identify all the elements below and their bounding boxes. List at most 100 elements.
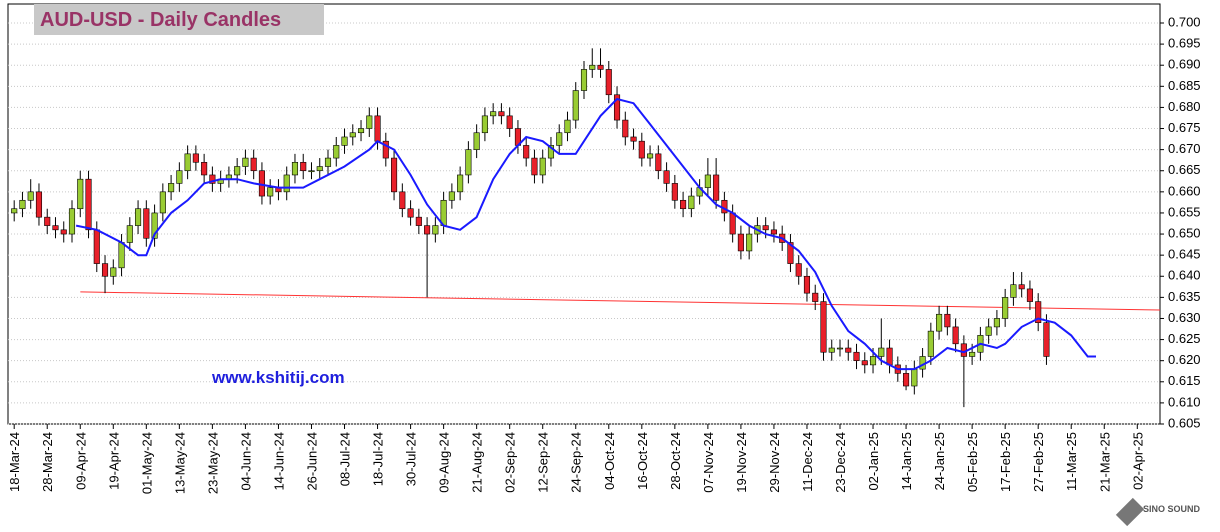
candle-body xyxy=(903,373,910,387)
moving-average-line xyxy=(75,97,1096,371)
candle-body xyxy=(770,229,777,235)
candle-body xyxy=(159,191,166,214)
y-tick-label: 0.695 xyxy=(1168,36,1201,51)
candle-body xyxy=(861,360,868,366)
candle-body xyxy=(135,208,142,226)
candle-body xyxy=(713,174,720,201)
x-tick-label: 26-Jun-24 xyxy=(304,432,319,491)
x-tick-label: 11-Dec-24 xyxy=(800,432,815,492)
candle-body xyxy=(1002,297,1009,319)
candle-body xyxy=(564,119,571,134)
candle-body xyxy=(680,199,687,210)
x-tick-label: 28-Oct-24 xyxy=(668,432,683,490)
candle-body xyxy=(44,216,51,226)
candle-body xyxy=(424,225,431,235)
candle-body xyxy=(432,225,439,235)
candle-body xyxy=(77,178,84,210)
candle-body xyxy=(547,145,555,159)
candle-body xyxy=(60,229,67,235)
candle-body xyxy=(407,208,414,218)
candle-body xyxy=(911,368,918,387)
x-tick-label: 24-Sep-24 xyxy=(569,432,584,493)
candle-body xyxy=(192,153,199,163)
chart-title: AUD-USD - Daily Candles xyxy=(40,9,281,31)
y-tick-label: 0.630 xyxy=(1168,310,1201,325)
x-tick-label: 19-Apr-24 xyxy=(106,432,121,490)
candle-body xyxy=(382,140,389,159)
candle-body xyxy=(556,132,563,146)
candle-body xyxy=(415,216,422,226)
x-tick-label: 11-Mar-25 xyxy=(1064,432,1079,491)
candle-body xyxy=(655,153,662,172)
candle-body xyxy=(630,136,637,142)
candle-body xyxy=(349,132,356,138)
y-tick-label: 0.655 xyxy=(1168,204,1201,219)
y-tick-label: 0.665 xyxy=(1168,162,1201,177)
candle-body xyxy=(68,208,76,235)
x-tick-label: 14-Jan-25 xyxy=(899,432,914,491)
logo-text: SINO SOUND xyxy=(1143,504,1201,514)
candle-body xyxy=(1043,322,1050,357)
x-tick-label: 12-Sep-24 xyxy=(536,432,551,493)
y-tick-label: 0.670 xyxy=(1168,141,1201,156)
candle-body xyxy=(101,263,109,277)
candle-body xyxy=(572,90,579,121)
y-tick-label: 0.685 xyxy=(1168,78,1201,93)
candle-body xyxy=(19,199,26,210)
x-tick-label: 21-Mar-25 xyxy=(1097,432,1112,492)
candle-body xyxy=(506,115,513,129)
candle-body xyxy=(110,267,117,277)
candle-body xyxy=(250,157,257,172)
y-tick-label: 0.650 xyxy=(1168,225,1201,240)
candle-body xyxy=(465,149,472,176)
y-tick-label: 0.660 xyxy=(1168,183,1201,198)
x-tick-label: 02-Jan-25 xyxy=(866,432,881,491)
candle-body xyxy=(118,242,125,269)
candle-body xyxy=(201,161,208,176)
candle-body xyxy=(803,275,811,294)
logo-icon xyxy=(1115,497,1145,527)
candle-body xyxy=(333,145,340,159)
x-tick-label: 30-Jul-24 xyxy=(404,432,419,486)
candle-body xyxy=(374,115,381,142)
candle-body xyxy=(993,318,1000,328)
candle-body xyxy=(927,330,934,357)
y-tick-label: 0.615 xyxy=(1168,373,1201,388)
x-tick-label: 18-Jul-24 xyxy=(371,432,386,486)
x-tick-label: 23-Dec-24 xyxy=(833,432,848,493)
candle-body xyxy=(812,292,819,302)
x-tick-label: 02-Apr-25 xyxy=(1130,432,1145,490)
candle-body xyxy=(622,119,629,138)
candle-body xyxy=(267,187,274,197)
candle-body xyxy=(737,233,744,252)
candle-body xyxy=(820,301,827,353)
y-tick-label: 0.690 xyxy=(1168,57,1201,72)
x-tick-label: 02-Sep-24 xyxy=(503,432,518,493)
candle-body xyxy=(498,111,505,117)
candle-body xyxy=(490,111,497,117)
candle-body xyxy=(688,195,695,210)
candle-body xyxy=(126,225,133,243)
candle-body xyxy=(878,347,885,357)
candle-body xyxy=(580,69,588,91)
x-tick-label: 24-Jan-25 xyxy=(932,432,947,491)
candle-body xyxy=(234,166,241,176)
candle-body xyxy=(366,115,373,129)
candle-body xyxy=(762,225,769,231)
candle-body xyxy=(729,212,736,235)
candle-body xyxy=(523,145,530,159)
candle-body xyxy=(85,178,92,231)
x-tick-label: 18-Mar-24 xyxy=(7,432,22,492)
candle-body xyxy=(168,183,175,193)
candle-body xyxy=(258,170,265,197)
candle-body xyxy=(969,351,976,357)
candle-body xyxy=(11,208,18,214)
candle-body xyxy=(952,326,959,345)
x-tick-label: 19-Nov-24 xyxy=(734,432,749,493)
watermark: www.kshitij.com xyxy=(211,368,345,387)
candle-body xyxy=(836,347,844,350)
candle-body xyxy=(316,166,323,172)
candle-body xyxy=(143,208,150,239)
